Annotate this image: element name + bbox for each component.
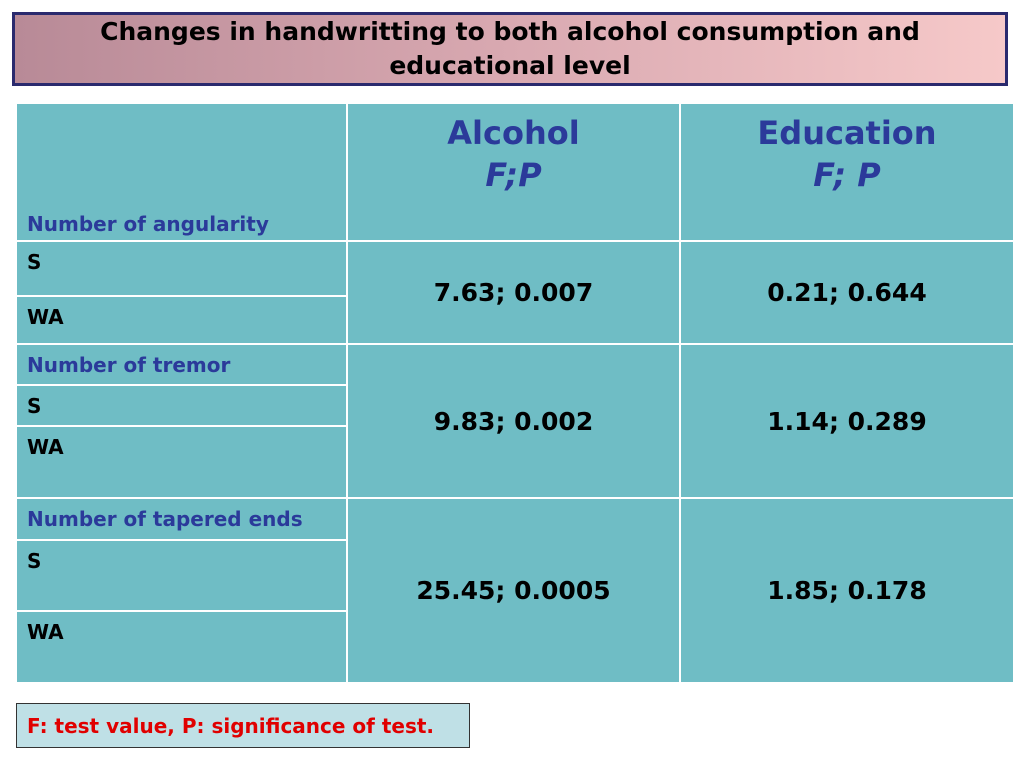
education-value-tapered-ends: 1.85; 0.178 bbox=[679, 497, 1015, 684]
alcohol-value-tapered-ends: 25.45; 0.0005 bbox=[346, 497, 681, 684]
header-education-title: Education bbox=[757, 114, 937, 152]
header-alcohol-title: Alcohol bbox=[447, 114, 580, 152]
header-alcohol: Alcohol F;P bbox=[346, 102, 681, 242]
table-row: S bbox=[15, 384, 1014, 427]
row-label-wa: WA bbox=[15, 610, 348, 684]
footnote-text: F: test value, P: significance of test. bbox=[27, 713, 435, 738]
header-education: Education F; P bbox=[679, 102, 1015, 242]
group-label-tapered-ends: Number of tapered ends bbox=[15, 497, 348, 541]
table-row: WA bbox=[15, 295, 1014, 345]
slide-title-box: Changes in handwritting to both alcohol … bbox=[12, 12, 1008, 86]
alcohol-value-tremor: 9.83; 0.002 bbox=[346, 343, 681, 499]
header-row-label: Number of angularity bbox=[15, 102, 348, 242]
education-value-tremor: 1.14; 0.289 bbox=[679, 343, 1015, 499]
row-label-s: S bbox=[15, 384, 348, 427]
table-row: WA bbox=[15, 610, 1014, 684]
results-table: Number of angularity Alcohol F;P Educati… bbox=[15, 102, 1015, 684]
table-row: Number of tapered ends 25.45; 0.0005 1.8… bbox=[15, 497, 1015, 684]
row-label-wa: WA bbox=[15, 425, 348, 499]
table-row: WA bbox=[15, 425, 1014, 499]
alcohol-value-angularity: 7.63; 0.007 bbox=[346, 240, 681, 345]
header-row: Number of angularity Alcohol F;P Educati… bbox=[15, 102, 1015, 242]
group-label-tremor: Number of tremor bbox=[15, 343, 348, 386]
footnote-box: F: test value, P: significance of test. bbox=[16, 703, 470, 748]
table-row: S 7.63; 0.007 0.21; 0.644 bbox=[15, 240, 1015, 345]
row-label-s: S bbox=[15, 539, 348, 612]
education-value-angularity: 0.21; 0.644 bbox=[679, 240, 1015, 345]
table-row: S bbox=[15, 539, 1014, 612]
header-education-sub: F; P bbox=[813, 156, 881, 194]
row-label-wa: WA bbox=[15, 295, 348, 345]
row-label-s: S bbox=[15, 240, 348, 297]
header-alcohol-sub: F;P bbox=[485, 156, 542, 194]
table-row: Number of tremor 9.83; 0.002 1.14; 0.289 bbox=[15, 343, 1015, 499]
slide-title: Changes in handwritting to both alcohol … bbox=[100, 17, 920, 80]
